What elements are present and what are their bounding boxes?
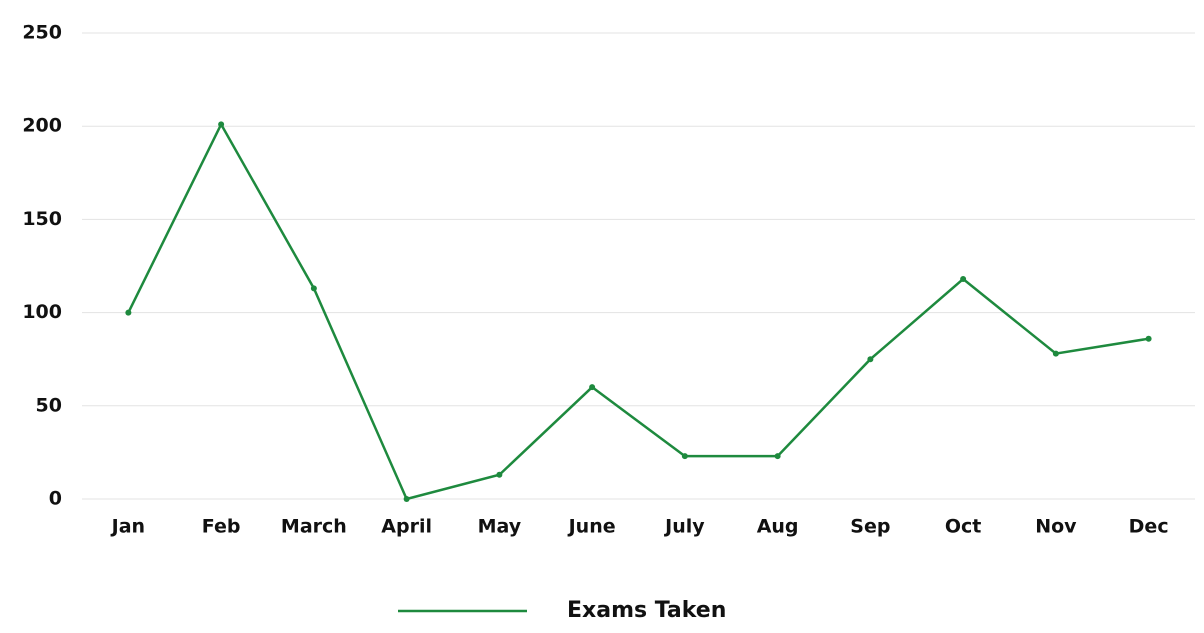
y-tick-label: 200 bbox=[22, 115, 62, 137]
line bbox=[127, 121, 1149, 501]
y-tick-label: 250 bbox=[22, 22, 62, 44]
x-tick-label: Feb bbox=[202, 516, 241, 538]
x-tick-label: Sep bbox=[850, 516, 890, 538]
point bbox=[960, 276, 967, 283]
point bbox=[867, 356, 874, 363]
y-tick-label: 0 bbox=[49, 488, 62, 510]
point bbox=[310, 285, 317, 292]
point bbox=[403, 496, 410, 502]
legend-label: Exams Taken bbox=[567, 598, 726, 623]
point bbox=[496, 471, 503, 478]
x-tick-label: Aug bbox=[757, 516, 799, 538]
point bbox=[774, 453, 781, 460]
x-tick-label: March bbox=[281, 516, 347, 538]
point bbox=[681, 453, 688, 460]
x-tick-label: Oct bbox=[945, 516, 982, 538]
point bbox=[1052, 350, 1059, 357]
point bbox=[125, 309, 132, 316]
y-tick-label: 100 bbox=[22, 301, 62, 323]
x-tick-label: Jan bbox=[110, 516, 145, 538]
point bbox=[218, 121, 225, 128]
x-tick-label: June bbox=[567, 516, 616, 538]
point bbox=[1145, 335, 1152, 342]
x-tick-label: May bbox=[478, 516, 522, 538]
x-tick-label: Nov bbox=[1035, 516, 1077, 538]
y-tick-label: 150 bbox=[22, 208, 62, 230]
y-tick-label: 50 bbox=[36, 394, 62, 416]
x-tick-label: April bbox=[381, 516, 432, 538]
x-tick-label: Dec bbox=[1129, 516, 1169, 538]
x-tick-label: July bbox=[663, 516, 705, 538]
point bbox=[589, 384, 596, 391]
